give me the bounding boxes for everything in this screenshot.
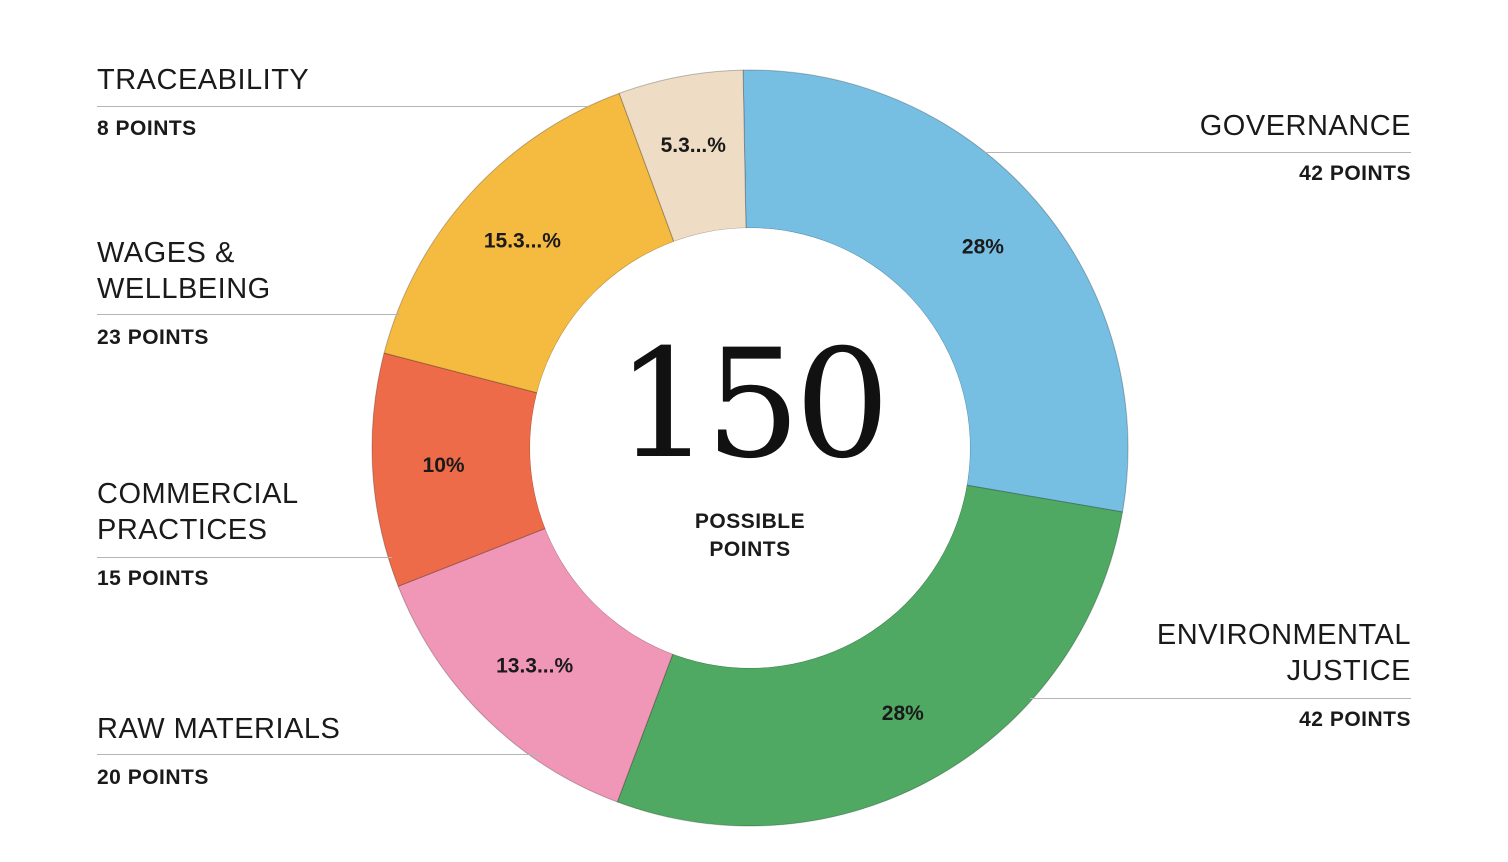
points-governance: 42 POINTS (1299, 162, 1411, 185)
total-points-caption: POSSIBLE POINTS (650, 508, 850, 564)
label-wages-wellbeing: WAGES & WELLBEING (97, 235, 271, 307)
points-environmental-justice: 42 POINTS (1299, 708, 1411, 731)
points-traceability: 8 POINTS (97, 117, 197, 140)
label-raw-materials-line1: RAW MATERIALS (97, 713, 341, 745)
percent-label-environmental-justice: 28% (882, 702, 924, 725)
points-raw-materials: 20 POINTS (97, 766, 209, 789)
label-environmental-justice-line1: ENVIRONMENTAL (1156, 619, 1411, 651)
leader-line-raw-materials (97, 754, 540, 755)
donut-hole (530, 228, 970, 668)
label-wages-wellbeing-line2: WELLBEING (97, 273, 271, 305)
leader-line-environmental-justice (1030, 698, 1411, 699)
points-wages-wellbeing: 23 POINTS (97, 326, 209, 349)
total-points-caption-line2: POINTS (709, 538, 791, 561)
label-raw-materials: RAW MATERIALS (97, 711, 340, 747)
label-environmental-justice: ENVIRONMENTAL JUSTICE (1157, 617, 1411, 689)
percent-label-governance: 28% (962, 236, 1004, 259)
percent-label-raw-materials: 13.3...% (496, 654, 573, 677)
label-environmental-justice-line2: JUSTICE (1286, 655, 1411, 687)
percent-label-traceability: 5.3...% (661, 134, 727, 157)
leader-line-commercial-practices (97, 557, 392, 558)
label-governance: GOVERNANCE (1200, 108, 1411, 144)
label-traceability-line1: TRACEABILITY (97, 64, 310, 96)
total-points-caption-line1: POSSIBLE (694, 510, 806, 533)
leader-line-governance (985, 152, 1411, 153)
label-commercial-practices: COMMERCIAL PRACTICES (97, 476, 299, 548)
label-traceability: TRACEABILITY (97, 62, 309, 98)
points-commercial-practices: 15 POINTS (97, 567, 209, 590)
leader-line-wages-wellbeing (97, 314, 400, 315)
label-wages-wellbeing-line1: WAGES & (97, 237, 235, 269)
total-points-value: 150 (615, 318, 890, 492)
label-commercial-practices-line1: COMMERCIAL (97, 478, 299, 510)
label-governance-line1: GOVERNANCE (1199, 110, 1411, 142)
leader-line-traceability (97, 106, 587, 107)
percent-label-commercial-practices: 10% (423, 454, 465, 477)
label-commercial-practices-line2: PRACTICES (97, 514, 268, 546)
percent-label-wages-wellbeing: 15.3...% (484, 230, 561, 253)
